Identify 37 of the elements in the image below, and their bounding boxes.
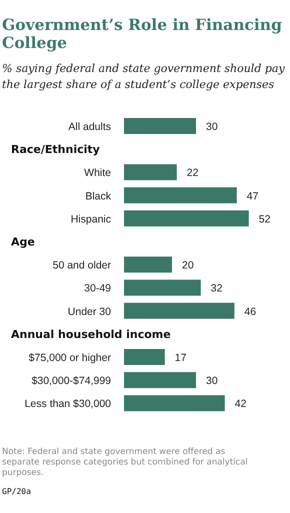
bar	[124, 210, 249, 226]
data-label: 20	[182, 260, 194, 272]
data-label: 22	[186, 167, 199, 180]
data-label: 17	[174, 352, 187, 364]
bar	[124, 280, 201, 296]
y-tick-label: White	[84, 167, 112, 180]
bar	[124, 349, 165, 365]
text: GP/20a	[2, 487, 32, 496]
y-tick-label: Hispanic	[70, 213, 111, 226]
y-tick-label: All adults	[68, 121, 111, 133]
bar	[124, 302, 234, 319]
y-tick-label: $30,000-$74,999	[32, 375, 112, 388]
bar	[124, 118, 196, 134]
bar	[124, 395, 225, 412]
data-label: 46	[244, 306, 256, 318]
y-tick-label: Under 30	[68, 306, 112, 318]
bar	[124, 372, 196, 388]
text: Age	[11, 236, 35, 248]
data-label: 30	[206, 375, 218, 388]
data-label: 32	[210, 282, 223, 295]
y-tick-label: Less than $30,000	[24, 398, 112, 410]
y-tick-label: 50 and older	[52, 260, 112, 272]
data-label: 52	[258, 213, 271, 226]
bar	[124, 187, 237, 204]
data-label: 30	[206, 121, 218, 133]
data-label: 42	[234, 398, 247, 410]
chart-title: Government’s Role in Financing College	[2, 15, 282, 52]
y-tick-label: Black	[85, 190, 112, 202]
annotation: Annual household income	[11, 328, 171, 341]
text: Race/Ethnicity	[11, 143, 100, 156]
y-tick-label: 30-49	[84, 282, 112, 295]
text: Note: Federal and state government were offered as separate response categories but combined for analytical purposes.	[2, 447, 248, 478]
y-tick-label: $75,000 or higher	[28, 352, 112, 364]
chart-subtitle: % saying federal and state government should pay the largest share of a student’s college expenses	[2, 62, 286, 91]
data-label: 47	[246, 190, 259, 202]
bar	[124, 256, 172, 273]
bar	[124, 164, 177, 180]
